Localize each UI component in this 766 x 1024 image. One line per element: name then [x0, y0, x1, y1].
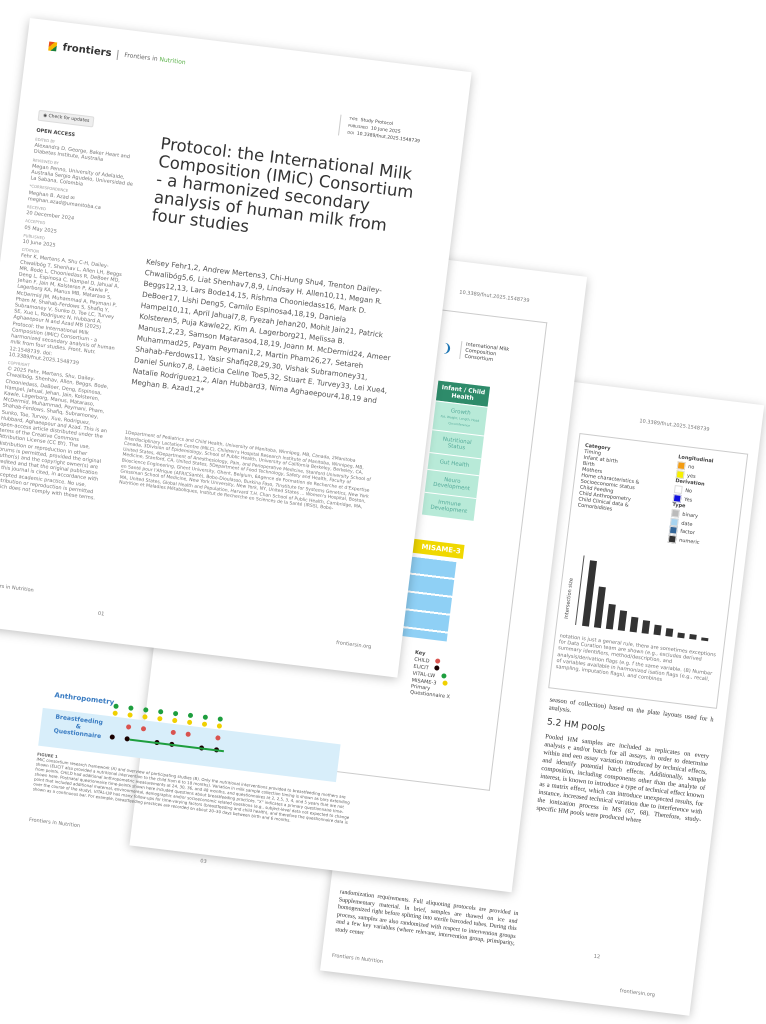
timepoint-dot: [202, 714, 209, 721]
figure-caption: notation is just a general rule, there a…: [555, 633, 717, 683]
sidebar-section: COPYRIGHT © 2025 Fehr, Mertens, Shu, Dail…: [0, 359, 109, 502]
legend-swatch: [673, 485, 683, 494]
legend-swatch: [672, 493, 682, 503]
bar: [617, 610, 628, 632]
infant-health-column: Infant / Child Health Growth Fat, Weight,…: [421, 380, 491, 521]
key-dot: [440, 673, 447, 679]
timepoint-dot: [143, 707, 149, 713]
bar: [605, 603, 616, 630]
brand: frontiers: [61, 42, 113, 60]
page-number: 03: [199, 858, 207, 865]
bar: [665, 628, 674, 637]
footer-link[interactable]: frontiersin.org: [619, 988, 656, 999]
frontiers-logo-icon: [48, 41, 58, 52]
header: frontiers Frontiers in Nutrition: [48, 41, 186, 69]
infant-item: Immune Development: [421, 491, 477, 521]
y-axis-label: Intersection size: [563, 577, 575, 620]
key-dot: [434, 665, 441, 671]
legend-swatch: [668, 525, 678, 535]
timepoint-dot: [113, 703, 119, 710]
timepoint-dot: [201, 721, 208, 727]
bar: [629, 616, 639, 633]
section-heading: 5.2 HM pools: [546, 717, 606, 735]
article-title: Protocol: the International Milk Composi…: [150, 133, 415, 237]
key-dot: [442, 680, 448, 686]
row-label-anthropometry: Anthropometry: [53, 691, 115, 707]
journal-name: Frontiers in Nutrition: [123, 51, 186, 67]
category-legend: Category Timing Infant at birth Birth Mothe…: [577, 443, 669, 519]
figure-panel: Category Timing Infant at birth Birth Mothe…: [548, 433, 749, 709]
timepoint-dot: [217, 716, 224, 722]
timepoint-dot: [172, 710, 179, 717]
timepoint-dot: [112, 710, 118, 717]
bar: [689, 633, 697, 640]
footer-journal: Frontiers in Nutrition: [331, 952, 384, 965]
key: Key CHILD ELICIT VITAL-LW MISAME-3 Primary …: [410, 650, 465, 702]
legend-swatch: [667, 534, 677, 544]
timepoint-dot: [157, 708, 164, 715]
bar: [641, 620, 651, 634]
consortium-name: International Milk Composition Consortiu…: [459, 341, 526, 367]
page-01: frontiers Frontiers in Nutrition TYPE Stu…: [0, 18, 472, 678]
sidebar-section: CITATION Fehr K, Mertens A, Shu C-H, Dail…: [8, 246, 123, 367]
authors: Kelsey Fehr1,2, Andrew Mertens3, Chi-Hun…: [130, 257, 392, 406]
timepoint-dot: [142, 714, 148, 720]
consortium-logo-icon: ❩: [441, 340, 454, 356]
article-meta: TYPE Study Protocol PUBLISHED 10 June 2025 D…: [337, 114, 422, 146]
bar-chart: [575, 555, 724, 643]
page-number: 01: [97, 610, 105, 618]
timepoint-dot: [187, 712, 194, 719]
legend-swatch: [670, 508, 680, 518]
timepoint-dot: [216, 723, 223, 729]
bar: [677, 632, 685, 639]
affiliations: 1Department of Pediatrics and Child Heal…: [118, 430, 372, 512]
bar: [653, 624, 662, 636]
legend-swatch: [675, 469, 685, 479]
timepoint-dot: [128, 705, 134, 711]
footer-journal: Frontiers in Nutrition: [0, 581, 35, 594]
footer-link[interactable]: frontiersin.org: [335, 639, 372, 651]
timepoint-dot: [171, 717, 178, 724]
header-divider: [116, 49, 119, 60]
page-number: 12: [593, 953, 601, 961]
left-body-text: randomization requirements. Full aliquot…: [334, 889, 519, 948]
timepoint-dot: [186, 719, 193, 726]
doi: 10.3389/fnut.2025.1548739: [638, 418, 710, 433]
bar: [593, 586, 606, 629]
body-text: Pooled HM samples are included as replic…: [536, 733, 710, 825]
doi: 10.3389/fnut.2025.1548739: [458, 289, 530, 305]
check-updates-button[interactable]: ◉ Check for updates: [37, 109, 95, 128]
legend: Longitudinal no yes Derivation No Yes Type bina…: [667, 454, 740, 550]
bar: [701, 637, 709, 642]
key-dot: [435, 658, 441, 664]
legend-swatch: [669, 517, 679, 527]
footer-journal: Frontiers in Nutrition: [28, 817, 81, 830]
timepoint-dot: [127, 712, 133, 718]
timepoint-dot: [157, 715, 163, 722]
legend-swatch: [676, 461, 686, 471]
